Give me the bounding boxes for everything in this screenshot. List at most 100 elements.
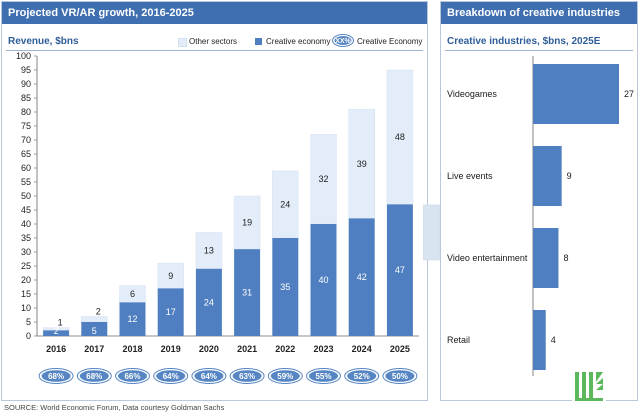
bar-other-sectors [348, 108, 375, 219]
creative-share-oval-fill [79, 370, 109, 382]
other-sectors-swatch [178, 38, 187, 47]
creative-share-oval-fill [347, 370, 377, 382]
breakdown-category-label: Live events [447, 171, 493, 181]
creative-share-label: 50% [392, 372, 408, 381]
bar-creative-economy [348, 218, 375, 336]
x-tick-label: 2025 [390, 344, 410, 354]
y-tick-label: 55 [21, 177, 31, 187]
legend-creative-share: Creative Economy [357, 37, 423, 46]
bar-other-sectors [386, 69, 414, 205]
y-tick-label: 50 [21, 191, 31, 201]
other-value-label: 19 [242, 218, 252, 228]
other-value-label: 1 [58, 318, 63, 328]
x-tick-label: 2018 [122, 344, 142, 354]
x-tick-label: 2019 [161, 344, 181, 354]
legend-other-sectors: Other sectors [189, 37, 238, 46]
creative-value-label: 31 [242, 288, 252, 298]
creative-value-label: 24 [204, 297, 214, 307]
other-value-label: 48 [395, 132, 405, 142]
other-value-label: 24 [280, 199, 290, 209]
other-value-label: 9 [168, 271, 173, 281]
subtitle-rule [6, 50, 423, 51]
y-tick-label: 65 [21, 149, 31, 159]
breakdown-subtitle: Creative industries, $bns, 2025E [447, 36, 601, 47]
y-tick-label: 0 [26, 331, 31, 341]
creative-value-label: 47 [395, 265, 405, 275]
creative-share-label: 66% [124, 372, 140, 381]
creative-value-label: 35 [280, 282, 290, 292]
y-tick-label: 70 [21, 135, 31, 145]
breakdown-bar [533, 146, 562, 206]
y-tick-label: 20 [21, 275, 31, 285]
creative-share-oval-fill [118, 370, 147, 382]
creative-breakdown-bar-chart: Videogames 27 Live events 9 Video entertainm… [447, 56, 634, 376]
other-value-label: 13 [204, 246, 214, 256]
y-tick-label: 25 [21, 261, 31, 271]
creative-value-label: 40 [318, 275, 328, 285]
breakdown-value-label: 9 [567, 171, 572, 181]
y-tick-label: 100 [16, 51, 31, 61]
source-note: SOURCE: World Economic Forum, Data court… [4, 403, 225, 412]
breakdown-value-label: 4 [551, 335, 556, 345]
creative-share-label: 64% [163, 372, 179, 381]
creative-share-label: 63% [239, 372, 255, 381]
bar-creative-economy [119, 302, 146, 336]
other-value-label: 2 [96, 306, 101, 316]
creative-value-label: 2 [54, 326, 59, 336]
chart-subtitle: Revenue, $bns [8, 36, 79, 47]
y-tick-label: 90 [21, 79, 31, 89]
x-tick-label: 2024 [352, 344, 372, 354]
creative-value-label: 5 [92, 326, 97, 336]
breakdown-rule [445, 50, 633, 51]
y-tick-label: 35 [21, 233, 31, 243]
x-tick-label: 2022 [275, 344, 295, 354]
creative-value-label: 42 [357, 272, 367, 282]
brand-logo-icon [572, 368, 606, 404]
breakdown-value-label: 27 [624, 89, 634, 99]
breakdown-bar [533, 228, 559, 288]
other-value-label: 32 [318, 174, 328, 184]
breakdown-value-label: 8 [563, 253, 568, 263]
y-tick-label: 30 [21, 247, 31, 257]
breakdown-bar [533, 310, 546, 370]
y-tick-label: 80 [21, 107, 31, 117]
y-tick-label: 85 [21, 93, 31, 103]
y-tick-label: 5 [26, 317, 31, 327]
x-tick-label: 2017 [84, 344, 104, 354]
bar-creative-economy [234, 249, 261, 336]
creative-share-label: 64% [201, 372, 217, 381]
creative-value-label: 12 [127, 314, 137, 324]
panel-title: Projected VR/AR growth, 2016-2025 [2, 2, 427, 24]
vr-ar-stacked-bar-chart: 0510152025303540455055606570758085909510… [16, 51, 419, 384]
creative-share-oval-fill [309, 370, 338, 382]
y-tick-label: 45 [21, 205, 31, 215]
bar-other-sectors [157, 262, 184, 289]
bar-creative-economy [272, 238, 299, 336]
x-tick-label: 2016 [46, 344, 66, 354]
other-value-label: 39 [357, 159, 367, 169]
creative-share-oval-fill [270, 370, 300, 382]
breakdown-category-label: Video entertainment [447, 253, 528, 263]
bar-creative-economy [195, 268, 222, 336]
legend-creative-economy: Creative economy [266, 37, 331, 46]
creative-share-label: 59% [277, 372, 293, 381]
breakdown-category-label: Videogames [447, 89, 497, 99]
y-tick-label: 60 [21, 163, 31, 173]
bar-creative-economy [386, 204, 413, 336]
pct-badge-text: XX% [335, 38, 351, 45]
y-tick-label: 10 [21, 303, 31, 313]
bar-other-sectors [195, 232, 223, 270]
bar-other-sectors [81, 316, 108, 323]
creative-share-oval-fill [156, 370, 186, 382]
creative-share-oval-fill [41, 370, 71, 382]
creative-share-label: 68% [48, 372, 64, 381]
bar-creative-economy [310, 224, 337, 336]
x-tick-label: 2021 [237, 344, 257, 354]
bar-other-sectors [310, 134, 337, 225]
creative-economy-swatch [255, 38, 262, 45]
bar-other-sectors [272, 170, 299, 239]
bar-creative-economy [43, 330, 70, 336]
y-tick-label: 95 [21, 65, 31, 75]
other-value-label: 6 [130, 289, 135, 299]
breakdown-title: Breakdown of creative industries [441, 2, 637, 24]
